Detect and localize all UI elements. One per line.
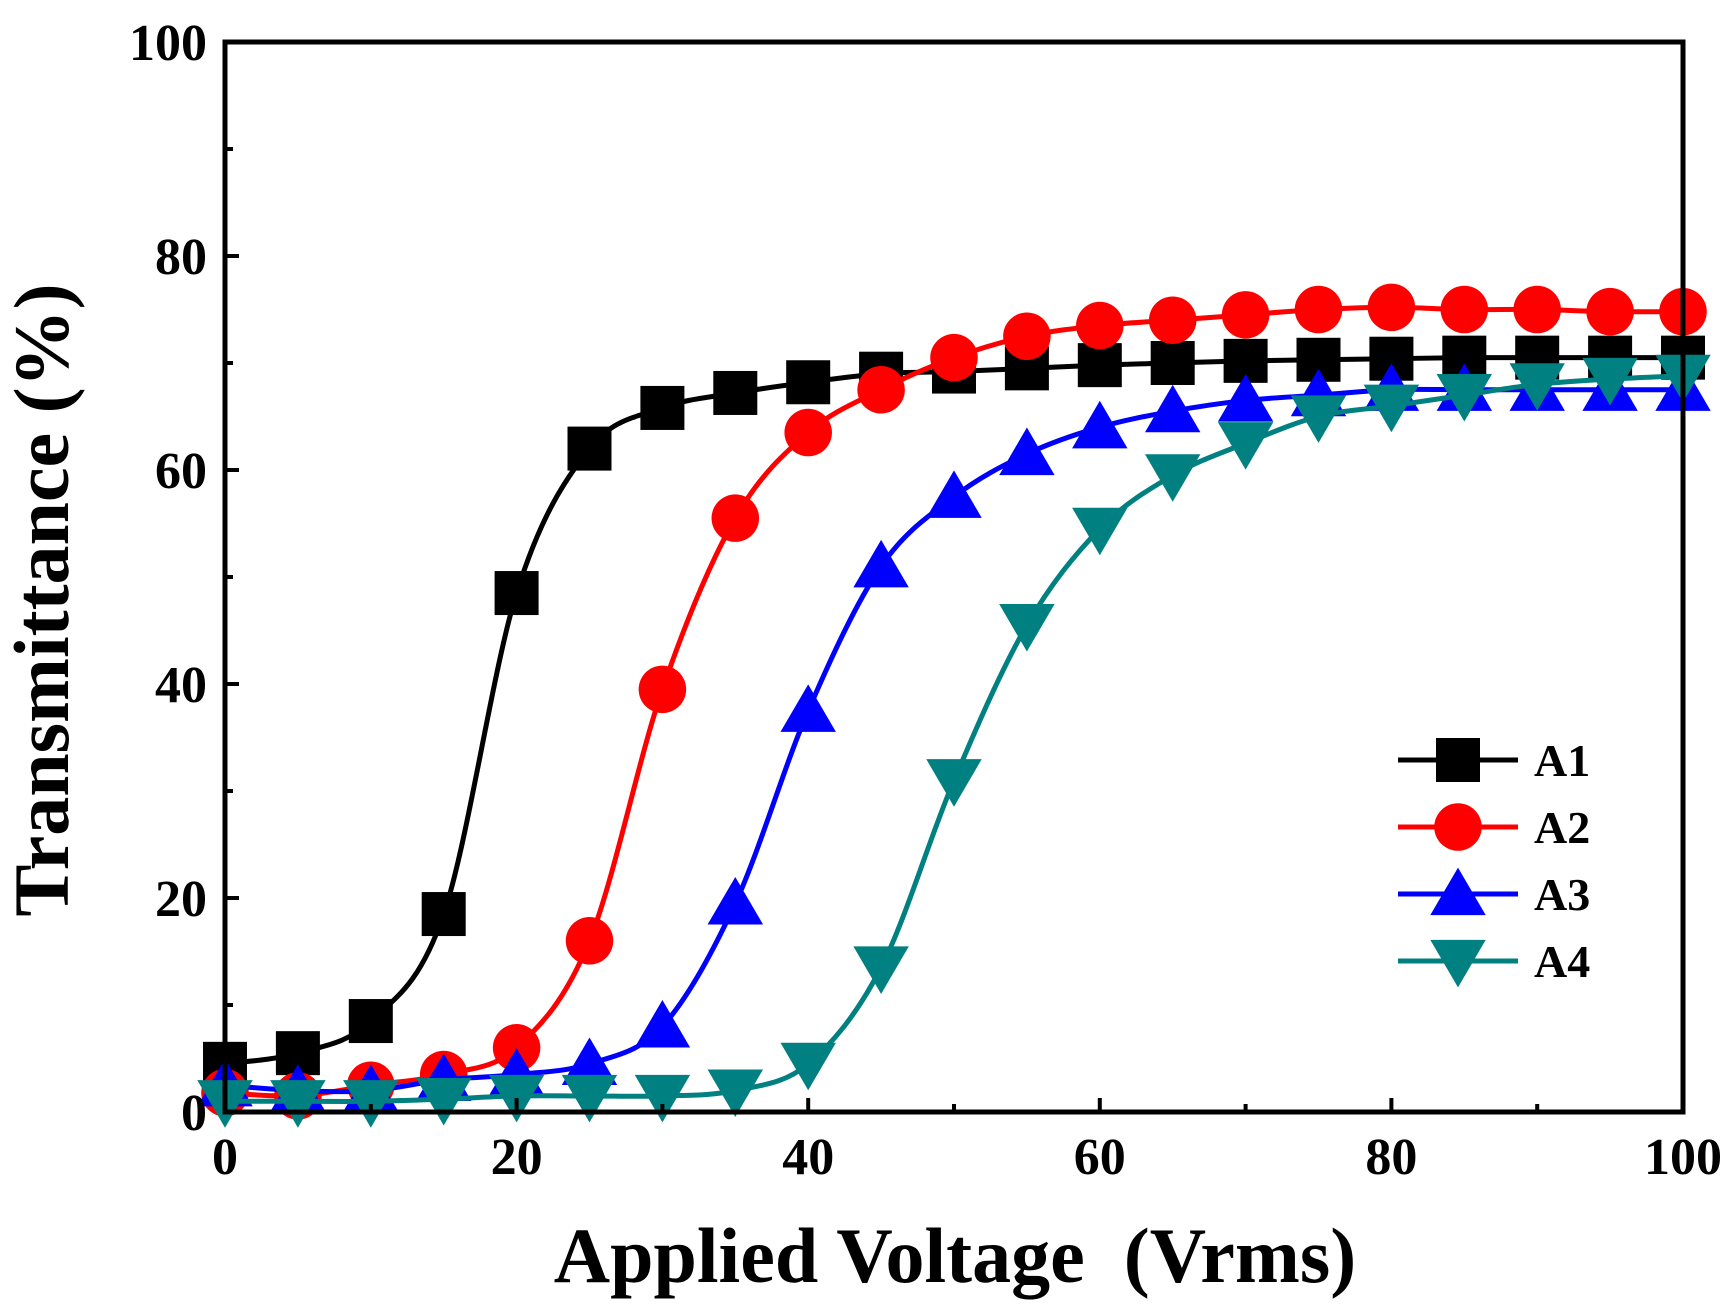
x-tick-label-40: 40 — [782, 1129, 834, 1186]
data-point-a4-15 — [415, 1078, 472, 1126]
data-point-a1-35 — [713, 370, 758, 415]
data-point-a4-85 — [1436, 373, 1493, 422]
data-point-a4-60 — [1072, 507, 1128, 556]
data-point-a4-55 — [999, 604, 1055, 652]
data-point-a1-60 — [1077, 343, 1122, 388]
data-point-a4-45 — [853, 946, 909, 994]
axis-ticks — [223, 40, 1685, 1114]
x-tick-label-80: 80 — [1365, 1129, 1417, 1186]
data-point-a1-25 — [567, 426, 612, 471]
data-point-a4-5 — [270, 1080, 326, 1128]
data-point-a1-10 — [348, 999, 393, 1044]
series-line-a3 — [224, 386, 1684, 1095]
data-point-a1-20 — [494, 571, 539, 616]
data-point-a4-80 — [1363, 384, 1420, 433]
legend-item-a2: A2 — [1398, 802, 1590, 853]
data-point-a2-40 — [784, 408, 832, 457]
data-point-a2-50 — [930, 333, 978, 382]
y-tick-label-20: 20 — [155, 871, 207, 928]
y-tick-label-0: 0 — [181, 1085, 207, 1142]
data-point-a4-95 — [1582, 357, 1638, 406]
series-a4 — [197, 354, 1711, 1128]
data-point-a4-50 — [926, 759, 982, 807]
series-line-a2 — [224, 304, 1684, 1099]
data-point-a2-90 — [1513, 285, 1561, 334]
legend-marker-a3 — [1430, 867, 1486, 916]
legend-label-a4: A4 — [1534, 936, 1590, 987]
legend-item-a1: A1 — [1398, 735, 1590, 786]
data-point-a4-30 — [634, 1074, 691, 1123]
legend-label-a2: A2 — [1534, 802, 1590, 853]
x-tick-label-60: 60 — [1074, 1129, 1126, 1186]
data-point-a4-10 — [343, 1080, 399, 1128]
y-tick-label-60: 60 — [155, 443, 207, 500]
legend-label-a3: A3 — [1534, 869, 1590, 920]
data-point-a3-65 — [1144, 384, 1201, 433]
data-point-a4-70 — [1217, 422, 1274, 470]
series-layer — [197, 283, 1711, 1128]
data-point-a4-40 — [780, 1042, 836, 1091]
data-point-a2-80 — [1367, 283, 1416, 332]
data-point-a2-30 — [638, 665, 687, 714]
data-point-a4-65 — [1144, 454, 1201, 502]
legend: A1 A2 A3 A4 — [1398, 735, 1590, 988]
data-point-a3-50 — [926, 470, 982, 518]
data-point-a2-70 — [1221, 291, 1270, 339]
data-point-a2-65 — [1148, 296, 1197, 344]
x-tick-label-0: 0 — [212, 1129, 238, 1186]
data-point-a4-25 — [561, 1074, 618, 1123]
data-point-a1-40 — [786, 360, 831, 405]
x-tick-label-20: 20 — [491, 1129, 543, 1186]
data-point-a1-30 — [640, 385, 685, 430]
data-point-a3-55 — [999, 427, 1055, 476]
legend-marker-a2 — [1434, 803, 1482, 851]
data-point-a2-55 — [1003, 312, 1051, 361]
y-tick-label-80: 80 — [155, 229, 207, 286]
data-point-a4-75 — [1290, 395, 1347, 443]
y-axis-title: Transmittance (%) — [0, 283, 85, 916]
data-point-a3-60 — [1072, 400, 1128, 449]
y-tick-label-100: 100 — [129, 15, 207, 72]
data-point-a1-15 — [421, 892, 466, 937]
data-point-a3-35 — [707, 876, 764, 925]
data-point-a3-70 — [1217, 374, 1274, 422]
data-point-a2-20 — [492, 1024, 541, 1072]
tick-labels: 0 20 40 60 80 100 0 20 40 60 80 100 — [129, 15, 1722, 1186]
y-tick-label-40: 40 — [155, 657, 207, 714]
data-point-a2-45 — [857, 365, 905, 414]
legend-marker-a1 — [1436, 738, 1480, 782]
legend-item-a4: A4 — [1398, 936, 1590, 988]
legend-marker-a4 — [1430, 939, 1486, 988]
data-point-a2-85 — [1440, 285, 1489, 334]
data-point-a4-35 — [707, 1069, 764, 1117]
data-point-a1-65 — [1150, 341, 1195, 385]
data-point-a2-25 — [565, 917, 614, 965]
legend-label-a1: A1 — [1534, 735, 1590, 786]
legend-item-a3: A3 — [1398, 867, 1590, 920]
x-tick-label-100: 100 — [1644, 1129, 1722, 1186]
data-point-a2-95 — [1586, 287, 1634, 336]
data-point-a4-90 — [1509, 363, 1565, 411]
data-point-a2-75 — [1294, 285, 1343, 334]
data-point-a2-35 — [711, 494, 760, 542]
data-point-a2-60 — [1076, 301, 1124, 350]
x-axis-title: Applied Voltage (Vrms) — [554, 1212, 1356, 1299]
series-a3 — [197, 363, 1711, 1112]
data-point-a3-30 — [634, 1000, 691, 1048]
data-point-a3-25 — [561, 1037, 618, 1085]
series-a1 — [203, 335, 1705, 1086]
data-point-a3-40 — [780, 684, 836, 732]
data-point-a3-45 — [853, 539, 909, 588]
